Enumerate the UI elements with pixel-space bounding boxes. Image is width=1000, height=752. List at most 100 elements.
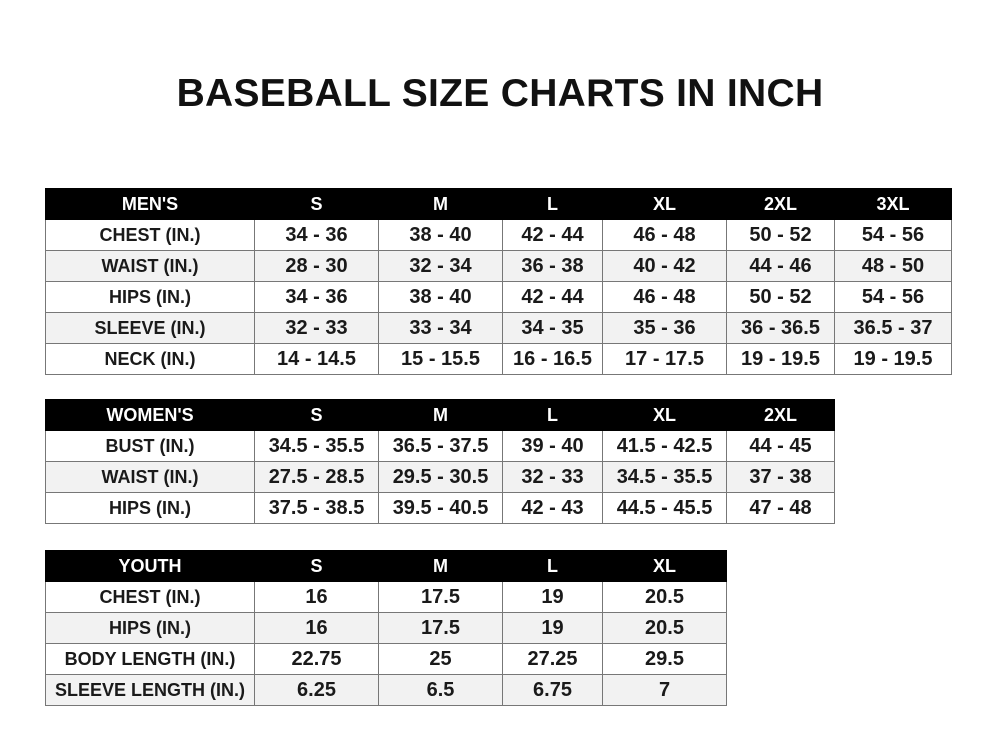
size-value: 54 - 56 — [834, 281, 952, 313]
header-row: YOUTH S M L XL — [45, 550, 727, 582]
size-value: 50 - 52 — [726, 219, 835, 251]
measurement-label: WAIST (IN.) — [45, 461, 255, 493]
table-row: HIPS (IN.) 34 - 36 38 - 40 42 - 44 46 - 48 50… — [45, 281, 952, 313]
size-value: 34.5 - 35.5 — [254, 430, 379, 462]
size-value: 16 - 16.5 — [502, 343, 603, 375]
size-value: 25 — [378, 643, 503, 675]
size-header: 3XL — [834, 188, 952, 220]
table-row: BUST (IN.) 34.5 - 35.5 36.5 - 37.5 39 - 40 4… — [45, 430, 835, 462]
size-value: 39 - 40 — [502, 430, 603, 462]
size-header: S — [254, 399, 379, 431]
measurement-label: HIPS (IN.) — [45, 612, 255, 644]
measurement-label: CHEST (IN.) — [45, 219, 255, 251]
size-value: 33 - 34 — [378, 312, 503, 344]
mens-size-table: MEN'S S M L XL 2XL 3XL CHEST (IN.) 34 - 36 38 - 4… — [45, 188, 952, 375]
size-value: 47 - 48 — [726, 492, 835, 524]
size-value: 34.5 - 35.5 — [602, 461, 727, 493]
measurement-label: NECK (IN.) — [45, 343, 255, 375]
category-header: YOUTH — [45, 550, 255, 582]
size-value: 32 - 33 — [254, 312, 379, 344]
size-value: 41.5 - 42.5 — [602, 430, 727, 462]
size-value: 48 - 50 — [834, 250, 952, 282]
measurement-label: CHEST (IN.) — [45, 581, 255, 613]
size-value: 44.5 - 45.5 — [602, 492, 727, 524]
measurement-label: WAIST (IN.) — [45, 250, 255, 282]
size-header: M — [378, 399, 503, 431]
table-row: NECK (IN.) 14 - 14.5 15 - 15.5 16 - 16.5 17 … — [45, 343, 952, 375]
size-value: 6.75 — [502, 674, 603, 706]
measurement-label: HIPS (IN.) — [45, 281, 255, 313]
measurement-label: BODY LENGTH (IN.) — [45, 643, 255, 675]
size-header: XL — [602, 550, 727, 582]
size-value: 36 - 38 — [502, 250, 603, 282]
measurement-label: SLEEVE (IN.) — [45, 312, 255, 344]
size-header: 2XL — [726, 188, 835, 220]
size-value: 17.5 — [378, 612, 503, 644]
size-value: 46 - 48 — [602, 281, 727, 313]
size-value: 16 — [254, 581, 379, 613]
womens-size-table: WOMEN'S S M L XL 2XL BUST (IN.) 34.5 - 35.5 36.5… — [45, 399, 835, 524]
table-row: CHEST (IN.) 16 17.5 19 20.5 — [45, 581, 727, 613]
table-row: WAIST (IN.) 28 - 30 32 - 34 36 - 38 40 - 42 4… — [45, 250, 952, 282]
size-value: 6.25 — [254, 674, 379, 706]
size-value: 29.5 — [602, 643, 727, 675]
table-row: BODY LENGTH (IN.) 22.75 25 27.25 29.5 — [45, 643, 727, 675]
size-value: 22.75 — [254, 643, 379, 675]
table-row: HIPS (IN.) 37.5 - 38.5 39.5 - 40.5 42 - 43 4… — [45, 492, 835, 524]
size-value: 32 - 33 — [502, 461, 603, 493]
table-row: WAIST (IN.) 27.5 - 28.5 29.5 - 30.5 32 - 33… — [45, 461, 835, 493]
measurement-label: HIPS (IN.) — [45, 492, 255, 524]
size-header: 2XL — [726, 399, 835, 431]
size-value: 34 - 36 — [254, 219, 379, 251]
size-header: XL — [602, 399, 727, 431]
size-header: S — [254, 188, 379, 220]
header-row: MEN'S S M L XL 2XL 3XL — [45, 188, 952, 220]
size-header: S — [254, 550, 379, 582]
size-header: XL — [602, 188, 727, 220]
size-value: 50 - 52 — [726, 281, 835, 313]
size-value: 29.5 - 30.5 — [378, 461, 503, 493]
size-value: 27.25 — [502, 643, 603, 675]
table-row: HIPS (IN.) 16 17.5 19 20.5 — [45, 612, 727, 644]
size-value: 39.5 - 40.5 — [378, 492, 503, 524]
table-row: SLEEVE LENGTH (IN.) 6.25 6.5 6.75 7 — [45, 674, 727, 706]
table-row: SLEEVE (IN.) 32 - 33 33 - 34 34 - 35 35 - 36… — [45, 312, 952, 344]
size-header: L — [502, 188, 603, 220]
size-value: 16 — [254, 612, 379, 644]
size-value: 40 - 42 — [602, 250, 727, 282]
size-value: 37.5 - 38.5 — [254, 492, 379, 524]
size-value: 36 - 36.5 — [726, 312, 835, 344]
size-value: 32 - 34 — [378, 250, 503, 282]
size-value: 17.5 — [378, 581, 503, 613]
youth-size-table: YOUTH S M L XL CHEST (IN.) 16 17.5 19 20.5 HIPS (I… — [45, 550, 727, 706]
category-header: MEN'S — [45, 188, 255, 220]
table-row: CHEST (IN.) 34 - 36 38 - 40 42 - 44 46 - 48 5… — [45, 219, 952, 251]
size-value: 42 - 44 — [502, 219, 603, 251]
size-value: 35 - 36 — [602, 312, 727, 344]
size-value: 20.5 — [602, 612, 727, 644]
category-header: WOMEN'S — [45, 399, 255, 431]
size-value: 14 - 14.5 — [254, 343, 379, 375]
size-value: 37 - 38 — [726, 461, 835, 493]
size-value: 19 - 19.5 — [726, 343, 835, 375]
measurement-label: SLEEVE LENGTH (IN.) — [45, 674, 255, 706]
size-value: 34 - 36 — [254, 281, 379, 313]
size-value: 19 — [502, 612, 603, 644]
size-value: 6.5 — [378, 674, 503, 706]
size-value: 44 - 46 — [726, 250, 835, 282]
size-value: 7 — [602, 674, 727, 706]
size-value: 42 - 43 — [502, 492, 603, 524]
size-header: M — [378, 188, 503, 220]
size-value: 27.5 - 28.5 — [254, 461, 379, 493]
size-value: 36.5 - 37 — [834, 312, 952, 344]
page-title: BASEBALL SIZE CHARTS IN INCH — [176, 72, 824, 115]
size-value: 17 - 17.5 — [602, 343, 727, 375]
header-row: WOMEN'S S M L XL 2XL — [45, 399, 835, 431]
size-value: 34 - 35 — [502, 312, 603, 344]
size-value: 36.5 - 37.5 — [378, 430, 503, 462]
size-value: 42 - 44 — [502, 281, 603, 313]
size-value: 20.5 — [602, 581, 727, 613]
measurement-label: BUST (IN.) — [45, 430, 255, 462]
size-value: 54 - 56 — [834, 219, 952, 251]
size-value: 28 - 30 — [254, 250, 379, 282]
